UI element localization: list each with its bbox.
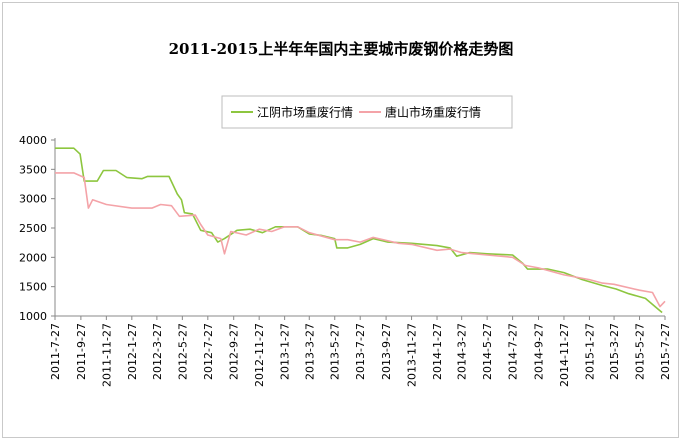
y-tick-label: 1000 xyxy=(19,310,47,323)
x-tick-label: 2014-3-27 xyxy=(456,323,469,380)
y-tick-label: 3500 xyxy=(19,163,47,176)
y-tick-label: 1500 xyxy=(19,281,47,294)
x-tick-label: 2013-9-27 xyxy=(380,323,393,380)
chart-title: 2011-2015上半年年国内主要城市废钢价格走势图 xyxy=(169,40,514,58)
x-tick-label: 2011-9-27 xyxy=(75,323,88,380)
y-tick-label: 4000 xyxy=(19,134,47,147)
y-tick-label: 3000 xyxy=(19,193,47,206)
x-tick-label: 2013-3-27 xyxy=(303,323,316,380)
legend-label-2: 唐山市场重废行情 xyxy=(385,105,481,120)
x-tick-label: 2014-5-27 xyxy=(481,323,494,380)
x-tick-label: 2015-3-27 xyxy=(608,323,621,380)
x-tick-label: 2013-11-27 xyxy=(406,323,419,387)
x-tick-label: 2011-11-27 xyxy=(100,323,113,387)
legend: 江阴市场重废行情 唐山市场重废行情 xyxy=(221,95,513,129)
x-tick-label: 2012-3-27 xyxy=(151,323,164,380)
series-line-2 xyxy=(55,172,666,308)
x-tick-label: 2013-1-27 xyxy=(279,323,292,380)
series-line-1 xyxy=(55,147,663,314)
x-tick-label: 2015-7-27 xyxy=(659,323,672,380)
x-tick-label: 2013-5-27 xyxy=(329,323,342,380)
x-tick-label: 2014-9-27 xyxy=(532,323,545,380)
series-lines xyxy=(55,147,666,314)
x-tick-label: 2012-5-27 xyxy=(176,323,189,380)
y-tick-label: 2000 xyxy=(19,251,47,264)
x-tick-label: 2014-11-27 xyxy=(558,323,571,387)
x-tick-label: 2012-9-27 xyxy=(228,323,241,380)
x-tick-label: 2014-7-27 xyxy=(507,323,520,380)
legend-label-1: 江阴市场重废行情 xyxy=(257,105,353,120)
y-tick-label: 2500 xyxy=(19,222,47,235)
x-tick-label: 2012-11-27 xyxy=(253,323,266,387)
line-chart: 2011-2015上半年年国内主要城市废钢价格走势图 江阴市场重废行情 唐山市场重… xyxy=(19,40,672,387)
x-tick-label: 2015-1-27 xyxy=(583,323,596,380)
axes: 1000 1500 2000 2500 3000 3500 4000 2011-7-27 201… xyxy=(19,134,672,387)
chart-frame: 2011-2015上半年年国内主要城市废钢价格走势图 江阴市场重废行情 唐山市场重… xyxy=(2,2,679,438)
x-tick-label: 2012-1-27 xyxy=(126,323,139,380)
x-tick-label: 2015-5-27 xyxy=(634,323,647,380)
x-tick-label: 2011-7-27 xyxy=(49,323,62,380)
x-tick-label: 2013-7-27 xyxy=(354,323,367,380)
x-tick-label: 2012-7-27 xyxy=(202,323,215,380)
x-tick-label: 2014-1-27 xyxy=(431,323,444,380)
